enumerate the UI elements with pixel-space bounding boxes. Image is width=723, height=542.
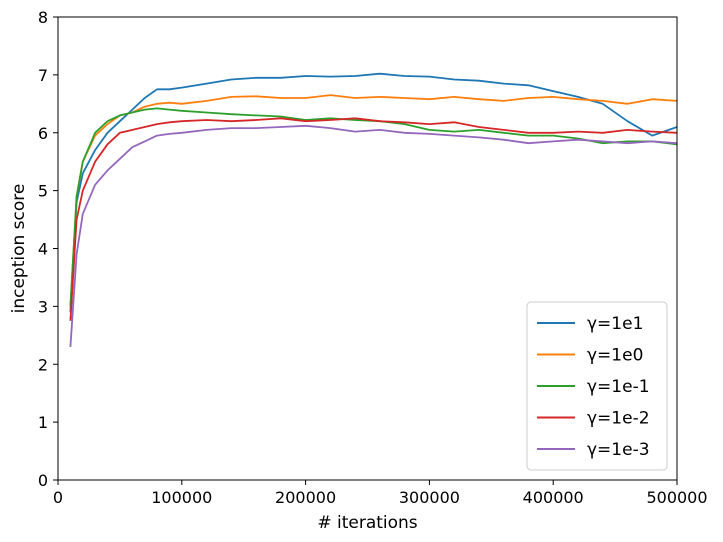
legend-label: γ=1e-3 — [587, 440, 650, 460]
x-tick-label: 100000 — [151, 488, 212, 507]
legend-box — [526, 301, 668, 471]
x-tick-label: 400000 — [523, 488, 584, 507]
series-layer — [69, 72, 678, 347]
y-tick-label: 0 — [38, 471, 48, 490]
legend: γ=1e1 γ=1e0 γ=1e-1 γ=1e-2 γ=1e-3 — [526, 301, 668, 471]
legend-label: γ=1e1 — [587, 314, 643, 334]
series-line-4 — [69, 124, 678, 347]
legend-label: γ=1e-1 — [587, 377, 650, 397]
x-tick-label: 300000 — [399, 488, 460, 507]
x-axis-label: # iterations — [317, 513, 417, 533]
series-line-0 — [69, 72, 678, 313]
y-tick-label: 5 — [38, 182, 48, 201]
y-tick-label: 3 — [38, 297, 48, 316]
x-tick-label: 200000 — [275, 488, 336, 507]
y-tick-label: 8 — [38, 8, 48, 27]
y-tick-label: 4 — [38, 240, 48, 259]
legend-label: γ=1e0 — [587, 346, 643, 366]
y-tick-label: 7 — [38, 66, 48, 85]
x-axis-ticks: 0 100000 200000 300000 400000 500000 — [53, 480, 708, 507]
y-tick-label: 1 — [38, 413, 48, 432]
series-line-1 — [69, 94, 678, 307]
x-tick-label: 500000 — [646, 488, 707, 507]
y-axis-label: inception score — [9, 184, 29, 314]
y-tick-label: 6 — [38, 124, 48, 143]
series-line-3 — [69, 117, 678, 321]
y-tick-label: 2 — [38, 355, 48, 374]
legend-label: γ=1e-2 — [587, 409, 650, 429]
x-tick-label: 0 — [53, 488, 63, 507]
y-axis-ticks: 0 1 2 3 4 5 6 7 8 — [38, 8, 58, 490]
series-line-2 — [69, 107, 678, 307]
